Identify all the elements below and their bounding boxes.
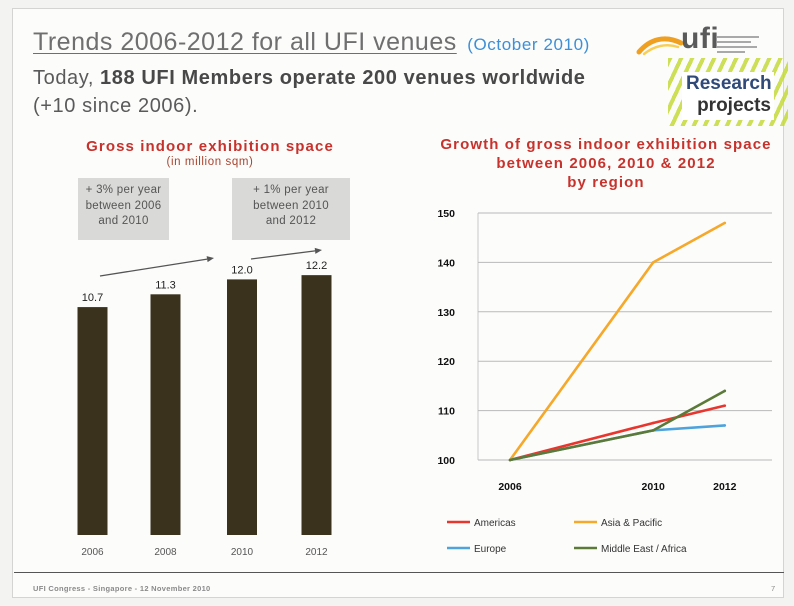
subtitle-prefix: Today,	[33, 67, 95, 89]
line-chart: 100 110 120 130 140 150 2006 2010 2012 Americas As…	[437, 208, 772, 555]
bar-category-label: 2008	[154, 547, 177, 558]
annotation-line: between 2010	[253, 199, 329, 212]
data-point-europe	[723, 424, 727, 427]
data-point-asia-pacific	[723, 221, 727, 225]
annotation-box-2010-2012: + 1% per year between 2010 and 2012	[232, 178, 350, 240]
x-tick-label: 2012	[713, 481, 737, 493]
legend-label-asia-pacific: Asia & Pacific	[601, 518, 662, 529]
data-point-asia-pacific	[651, 261, 655, 264]
y-tick-label: 110	[438, 406, 455, 418]
trend-arrows	[99, 247, 322, 277]
line-chart-title: Growth of gross indoor exhibition space …	[420, 135, 792, 192]
annotation-line: + 3% per year	[85, 184, 162, 196]
data-point-americas	[723, 404, 727, 407]
bar-value-label: 11.3	[155, 279, 176, 291]
badge-line-1: Research	[686, 73, 772, 94]
title-text: Trends 2006-2012 for all UFI venues	[33, 28, 457, 56]
bar-category-label: 2010	[231, 547, 254, 558]
line-chart-title-line: between 2006, 2010 & 2012	[496, 155, 716, 172]
line-chart-title-line: by region	[567, 174, 645, 191]
bar-2010	[227, 279, 257, 535]
logo-tagline-graphic	[717, 36, 765, 56]
series-line-middle-east-africa	[509, 389, 726, 462]
bar-value-label: 12.0	[231, 264, 252, 276]
badge-line-2: projects	[697, 95, 771, 116]
subtitle: Today, 188 UFI Members operate 200 venues…	[33, 64, 586, 120]
bar-category-label: 2012	[305, 547, 328, 558]
y-tick-label: 130	[437, 307, 455, 319]
data-point-middle-east-africa	[651, 429, 655, 432]
bar-2006	[77, 307, 108, 535]
legend-label-middle-east-africa: Middle East / Africa	[601, 544, 687, 555]
data-point-middle-east-africa	[508, 458, 512, 462]
research-projects-badge: Research projects	[682, 72, 774, 120]
bar-category-label: 2006	[81, 547, 104, 558]
data-point-middle-east-africa	[723, 389, 727, 393]
footer-text: UFI Congress - Singapore - 12 November 2…	[33, 584, 211, 593]
y-tick-label: 150	[437, 208, 455, 220]
subtitle-highlight: 188 UFI Members operate 200 venues world…	[100, 67, 586, 89]
series-line-europe	[509, 424, 725, 462]
bar-chart-unit-note: (in million sqm)	[166, 156, 254, 168]
ufi-logo: ufi	[681, 22, 720, 55]
bar-2012	[301, 275, 332, 535]
subtitle-line-1: Today, 188 UFI Members operate 200 venues…	[33, 64, 586, 92]
trend-arrow-head	[206, 256, 214, 263]
page-title: Trends 2006-2012 for all UFI venues (Oct…	[33, 28, 590, 57]
annotation-line: between 2006	[85, 199, 162, 212]
bar-value-label: 12.2	[306, 260, 327, 272]
y-tick-label: 100	[437, 455, 455, 467]
footer-divider	[14, 572, 784, 573]
x-tick-label: 2006	[498, 481, 522, 493]
ufi-logo-swoosh-icon	[636, 36, 684, 56]
y-tick-label: 120	[437, 356, 455, 368]
legend-label-americas: Americas	[474, 518, 516, 529]
data-point-americas	[651, 421, 655, 425]
subtitle-line-2: (+10 since 2006).	[33, 95, 199, 117]
legend-label-europe: Europe	[474, 544, 507, 555]
x-tick-label: 2010	[642, 481, 666, 493]
bar-chart: 10.7 2006 11.3 2008 12.0 2010 12.2 2012	[77, 260, 332, 558]
line-chart-title-line: Growth of gross indoor exhibition space	[440, 136, 772, 153]
annotation-box-2006-2010: + 3% per year between 2006 and 2010	[78, 178, 169, 240]
annotation-line: + 1% per year	[253, 184, 329, 196]
bar-chart-title: Gross indoor exhibition space	[86, 138, 334, 155]
annotation-line: and 2010	[98, 215, 149, 227]
page-number: 7	[771, 584, 776, 593]
trend-arrow-2010-2012	[250, 250, 316, 260]
annotation-line: and 2012	[265, 215, 317, 227]
bar-value-label: 10.7	[82, 292, 103, 304]
y-tick-label: 140	[437, 257, 455, 269]
title-date-note: (October 2010)	[467, 35, 590, 54]
series-line-asia-pacific	[508, 221, 726, 461]
trend-arrow-2006-2010	[99, 258, 208, 277]
bar-2008	[150, 294, 181, 535]
trend-arrow-head	[314, 247, 322, 254]
slide-frame	[12, 8, 784, 598]
